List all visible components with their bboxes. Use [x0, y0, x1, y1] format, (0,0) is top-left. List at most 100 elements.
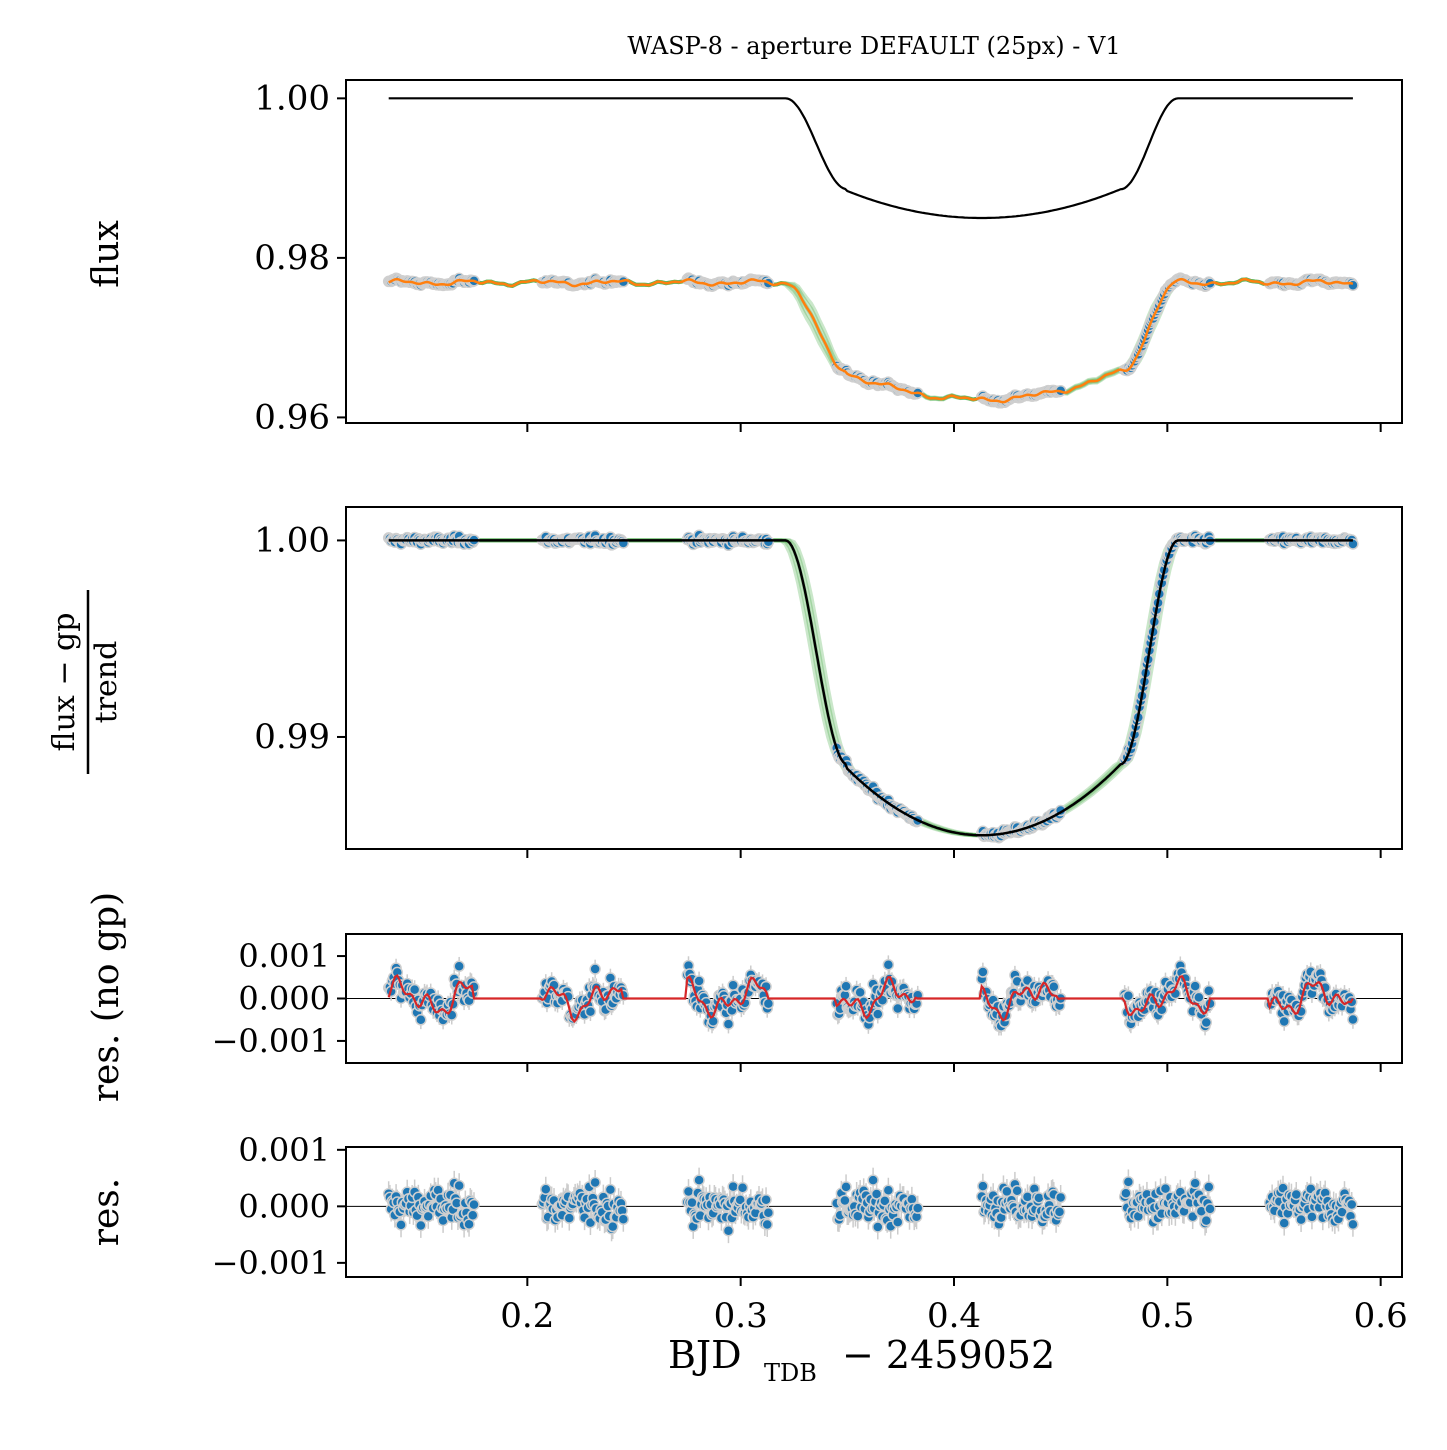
data-point [1204, 1203, 1216, 1215]
data-point [762, 535, 775, 548]
data-point [1295, 1213, 1307, 1226]
data-point [1122, 989, 1135, 1002]
x-tick-label: 0.3 [714, 1296, 768, 1336]
x-tick-label: 0.5 [1140, 1296, 1194, 1336]
data-point [395, 1219, 407, 1231]
data-point [693, 1174, 705, 1186]
detrended-axis-label-denominator: trend [89, 641, 124, 724]
data-point [727, 979, 739, 991]
data-point [589, 963, 601, 975]
data-point [734, 1194, 746, 1206]
plot-area [382, 97, 1359, 409]
data-point [1193, 991, 1205, 1004]
data-point [686, 1196, 698, 1209]
data-point [1120, 1187, 1132, 1199]
data-point [761, 1218, 773, 1231]
data-point [1033, 1192, 1045, 1204]
data-point [1048, 980, 1060, 993]
data-point [736, 1181, 749, 1194]
gp-prediction-line [387, 973, 1354, 1024]
data-point [1200, 1214, 1213, 1227]
y-tick-label: 0.96 [254, 397, 330, 437]
data-point [879, 1195, 891, 1207]
x-tick-label: 0.6 [1354, 1296, 1408, 1336]
plot-area [346, 955, 1402, 1036]
data-point [892, 1002, 904, 1015]
data-point [453, 960, 465, 973]
x-tick-label: 0.2 [500, 1296, 554, 1336]
data-point [693, 975, 705, 987]
plot-area [346, 1167, 1402, 1244]
data-point [445, 1009, 458, 1021]
data-point [872, 1008, 884, 1020]
detrended-axis-label-numerator: flux − gp [47, 613, 82, 752]
data-point [1159, 1182, 1172, 1195]
data-point [1203, 984, 1215, 997]
data-point [840, 980, 852, 993]
x-tick-label: 0.4 [927, 1296, 981, 1336]
data-point [1278, 1217, 1290, 1229]
data-point [617, 1213, 630, 1226]
x-axis-label: BJD TDB − 2459052 [668, 1333, 1055, 1387]
data-point [415, 1219, 427, 1232]
transit-model-line [388, 97, 1353, 220]
data-point [584, 1005, 597, 1018]
axes-frame [345, 79, 1403, 424]
y-tick-label: 0.98 [254, 238, 330, 278]
data-point [468, 1198, 480, 1211]
data-point [1345, 1198, 1358, 1211]
axes-frame [345, 1146, 1403, 1278]
data-point [854, 986, 866, 999]
data-point [604, 1183, 617, 1196]
y-tick-label: 0.99 [254, 717, 330, 757]
data-point [1189, 980, 1201, 992]
data-point [1347, 1013, 1359, 1026]
data-point [408, 983, 421, 996]
data-point [762, 997, 775, 1010]
data-point [722, 1018, 735, 1030]
data-point [872, 1221, 884, 1233]
y-tick-label: 0.001 [238, 937, 330, 975]
data-point [760, 1193, 772, 1206]
x-axis-label-main: BJD [668, 1333, 742, 1377]
axes-frame [345, 506, 1403, 850]
data-point [1054, 1191, 1067, 1204]
data-point [589, 1176, 601, 1189]
data-point [840, 1181, 852, 1193]
y-tick-label: 0.000 [238, 1187, 330, 1225]
flux-panel: 0.96 0.98 1.00 [254, 78, 1403, 437]
data-point [1347, 1218, 1359, 1231]
y-tick-label: 0.000 [238, 980, 330, 1018]
data-point [1200, 1016, 1213, 1029]
plot-area [382, 529, 1359, 844]
y-tick-label: −0.001 [212, 1244, 330, 1282]
residual-axis-label: res. [86, 1178, 127, 1246]
data-point [1011, 1184, 1023, 1197]
data-point [415, 1014, 427, 1026]
y-tick-label: 0.001 [238, 1131, 330, 1169]
data-point [867, 1174, 879, 1186]
data-point [727, 1180, 739, 1193]
data-point [882, 958, 895, 971]
detrended-axis-label: flux − gp trend [47, 590, 124, 774]
data-point [563, 1212, 576, 1224]
data-point [1053, 1206, 1066, 1218]
residual-no-gp-axis-label: res. (no gp) [86, 892, 127, 1102]
data-point [870, 1188, 883, 1200]
y-tick-label: 1.00 [254, 78, 330, 118]
data-point [607, 1220, 619, 1233]
data-point [911, 1202, 924, 1214]
data-point [906, 1193, 918, 1206]
data-point [467, 1209, 479, 1221]
data-point [762, 1207, 775, 1219]
data-point [977, 966, 989, 978]
x-axis-label-offset: − 2459052 [842, 1333, 1055, 1377]
y-tick-label: 1.00 [254, 520, 330, 560]
data-point [722, 1224, 735, 1237]
data-point [1290, 1188, 1303, 1201]
data-point [453, 1179, 465, 1192]
data-point [892, 1216, 904, 1228]
y-tick-label: −0.001 [212, 1022, 330, 1060]
transit-model-line [388, 539, 1353, 837]
